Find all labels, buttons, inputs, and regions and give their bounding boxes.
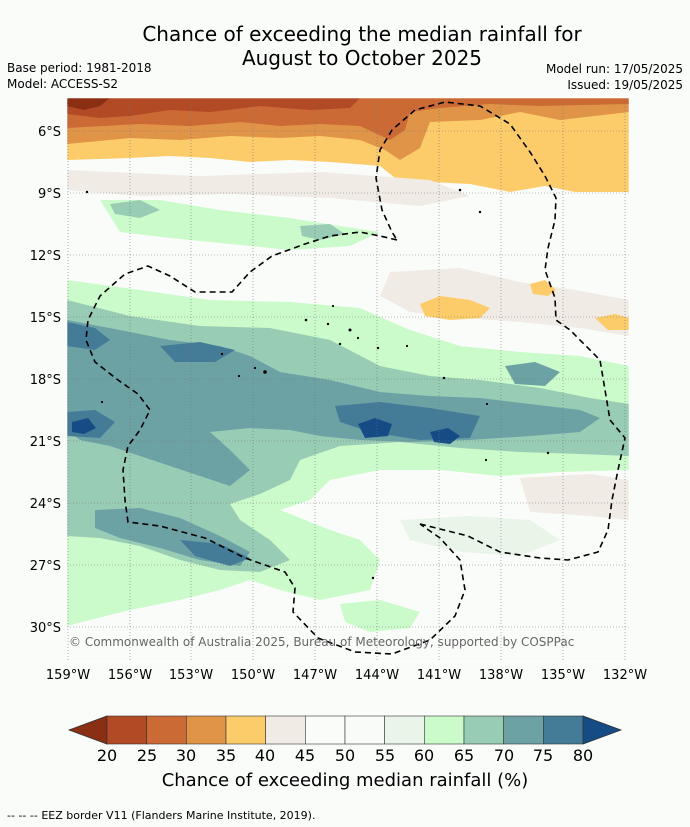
colorbar-cell-35-40	[225, 715, 266, 745]
colorbar-label: Chance of exceeding median rainfall (%)	[161, 770, 529, 791]
lat-label: 15°S	[30, 311, 61, 326]
colorbar-cell-30-35	[186, 715, 227, 745]
lat-label: 12°S	[30, 249, 61, 264]
colorbar-cell-40-45	[265, 715, 306, 745]
colorbar-cell-25-30	[146, 715, 187, 745]
dry-patch-13s	[530, 280, 556, 296]
colorbar-cell-60-65	[424, 715, 465, 745]
lon-label: 144°W	[355, 668, 399, 683]
dry-core-below-20	[67, 98, 110, 110]
colorbar-cell-65-70	[463, 715, 504, 745]
neutral-patch-south	[520, 474, 629, 520]
wet-patch-north-65-70	[110, 200, 160, 218]
lon-label: 156°W	[108, 668, 152, 683]
wet-patch-26s-75-80	[180, 540, 250, 566]
colorbar	[67, 715, 623, 745]
wet-patch-19s-70-75	[505, 362, 560, 386]
model-run: Model run: 17/05/2025	[545, 62, 683, 76]
colorbar-tick: 35	[216, 746, 236, 765]
colorbar-tick: 80	[573, 746, 593, 765]
dry-patch-15s-east	[595, 314, 629, 330]
map-plot-area	[67, 98, 629, 661]
wet-core-above-80-mid	[430, 428, 460, 444]
colorbar-extend-low	[67, 715, 108, 745]
lon-label: 141°W	[417, 668, 461, 683]
colorbar-tick: 45	[295, 746, 315, 765]
lon-label: 138°W	[479, 668, 523, 683]
title-line-1: Chance of exceeding the median rainfall …	[142, 22, 582, 46]
neutral-patch-east	[380, 268, 629, 336]
right-metadata: Model run: 17/05/2025 Issued: 19/05/2025	[546, 61, 683, 93]
lon-label: 159°W	[46, 668, 90, 683]
colorbar-tick: 70	[494, 746, 514, 765]
colorbar-tick: 60	[414, 746, 434, 765]
wet-patch-17s-75-80	[160, 342, 235, 362]
copyright-notice: © Commonwealth of Australia 2025, Bureau…	[69, 635, 574, 649]
colorbar-tick: 50	[335, 746, 355, 765]
title-line-2: August to October 2025	[241, 46, 483, 70]
wet-patch-south-60-65	[340, 600, 420, 632]
dry-patch-15s	[420, 296, 490, 320]
dry-band-20-25	[67, 98, 360, 118]
eez-legend: -- -- -- EEZ border V11 (Flanders Marine…	[7, 809, 315, 822]
colorbar-tick: 25	[137, 746, 157, 765]
neutral-patch-north	[67, 170, 470, 206]
lat-label: 21°S	[30, 435, 61, 450]
colorbar-tick: 65	[454, 746, 474, 765]
lat-label: 6°S	[38, 125, 61, 140]
eez-legend-text: EEZ border V11 (Flanders Marine Institut…	[41, 809, 316, 822]
colorbar-cell-75-80	[543, 715, 584, 745]
wet-band-75-80	[67, 322, 110, 350]
base-period: Base period: 1981-2018	[7, 61, 152, 75]
lat-label: 18°S	[30, 373, 61, 388]
islands	[85, 188, 550, 580]
map-title: Chance of exceeding the median rainfall …	[0, 22, 690, 70]
lon-label: 153°W	[169, 668, 213, 683]
colorbar-tick: 40	[255, 746, 275, 765]
lat-label: 27°S	[30, 559, 61, 574]
colorbar-ticks: 20 25 30 35 40 45 50 55 60 65 70 75 80	[97, 746, 593, 765]
lat-label: 30°S	[30, 621, 61, 636]
wet-core-above-80	[358, 418, 392, 438]
wet-halo-55-60	[400, 516, 560, 556]
colorbar-cell-55-60	[384, 715, 425, 745]
colorbar-tick: 30	[176, 746, 196, 765]
colorbar-cell-50-55	[344, 715, 385, 745]
lat-label: 24°S	[30, 497, 61, 512]
eez-border-french-polynesia	[375, 101, 626, 561]
latitude-labels: 6°S 9°S 12°S 15°S 18°S 21°S 24°S 27°S 30…	[30, 125, 61, 636]
colorbar-tick: 75	[533, 746, 553, 765]
lon-label: 150°W	[231, 668, 275, 683]
lon-label: 135°W	[541, 668, 585, 683]
left-metadata: Base period: 1981-2018 Model: ACCESS-S2	[7, 60, 152, 92]
lat-label: 9°S	[38, 187, 61, 202]
colorbar-cell-20-25	[106, 715, 147, 745]
eez-borders	[85, 101, 626, 655]
colorbar-cell-45-50	[305, 715, 346, 745]
eez-legend-symbol: -- -- --	[7, 809, 38, 822]
lon-label: 132°W	[603, 668, 647, 683]
map-frame	[66, 97, 630, 662]
wet-core-above-80-west	[72, 418, 96, 434]
colorbar-extend-high	[582, 715, 623, 745]
lon-label: 147°W	[293, 668, 337, 683]
colorbar-tick: 20	[97, 746, 117, 765]
issued-date: Issued: 19/05/2025	[567, 78, 683, 92]
colorbar-tick: 55	[375, 746, 395, 765]
colorbar-cell-70-75	[503, 715, 544, 745]
model-name: Model: ACCESS-S2	[7, 77, 119, 91]
map-gridlines	[67, 98, 629, 661]
longitude-labels: 159°W 156°W 153°W 150°W 147°W 144°W 141°…	[46, 668, 647, 683]
eez-border-cook-islands	[85, 231, 466, 655]
